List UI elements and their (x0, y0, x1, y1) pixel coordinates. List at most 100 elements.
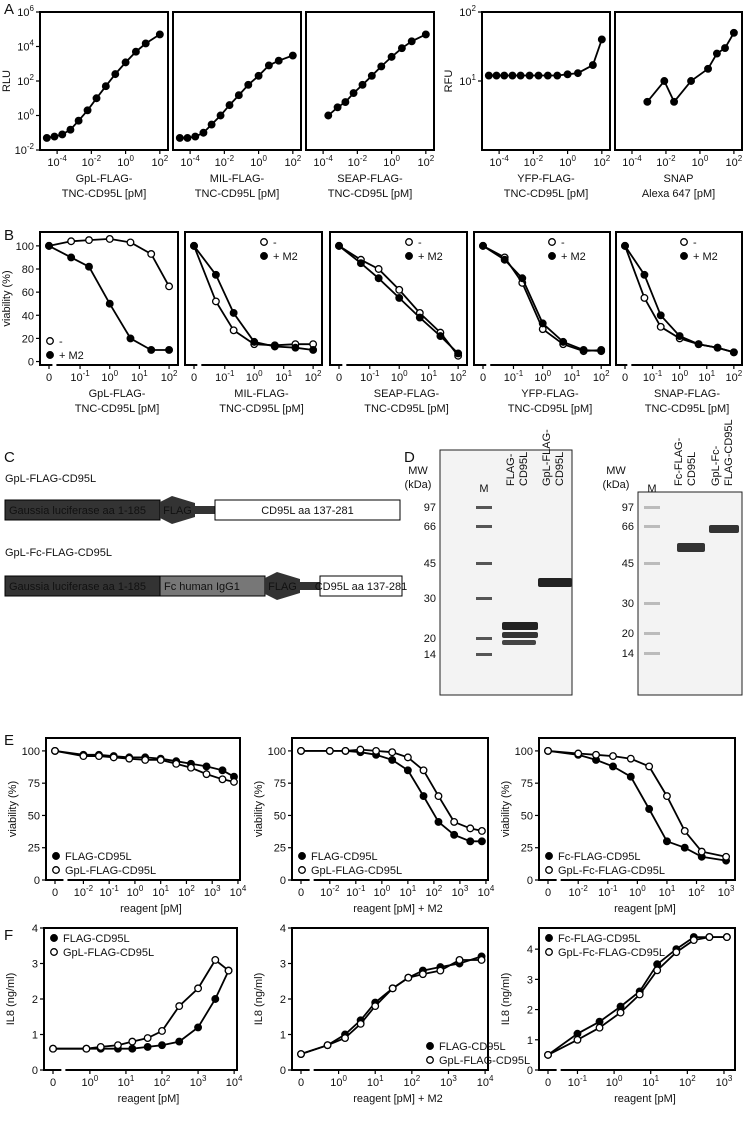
plot-frame (614, 11, 743, 151)
mw-label: 66 (424, 521, 436, 533)
x-tick-label: 10-1 (598, 884, 618, 899)
y-tick-label: 0 (527, 1065, 533, 1077)
series-line (48, 237, 170, 287)
legend-label: + M2 (693, 251, 718, 263)
data-point (94, 752, 103, 761)
y-tick-label: 100 (17, 108, 34, 123)
y-axis-label: viability (%) (1, 270, 13, 326)
x-tick-label: 10-2 (348, 154, 368, 169)
domain-label: Gaussia luciferase aa 1-185 (9, 505, 146, 517)
x-axis-label: MIL-FLAG- (234, 388, 289, 400)
data-point (415, 313, 424, 322)
x-tick-label: 101 (564, 369, 581, 384)
legend-marker (680, 252, 688, 260)
mw-label: 20 (622, 628, 634, 640)
flag-tag (265, 572, 300, 600)
data-point (141, 755, 150, 764)
y-tick-label: 4 (32, 923, 38, 935)
y-tick-label: 100 (268, 746, 286, 758)
data-point (105, 299, 114, 308)
data-point (85, 262, 93, 271)
x-tick-label: 103 (716, 1074, 733, 1089)
data-point (211, 956, 220, 964)
data-point (450, 830, 459, 839)
data-point (407, 37, 416, 46)
ladder-band (644, 506, 660, 509)
data-point (225, 101, 234, 110)
x-tick-label: 101 (698, 369, 715, 384)
x-axis-label: TNC-CD95L [pM] (364, 403, 449, 415)
x-tick-label: 103 (204, 884, 221, 899)
series-line (488, 39, 603, 77)
data-point (216, 111, 225, 120)
linker (300, 582, 320, 590)
x-tick-label: 103 (718, 884, 735, 899)
data-point (574, 749, 583, 758)
ladder-band (644, 652, 660, 655)
series-line (547, 936, 727, 1056)
data-point (573, 1035, 582, 1044)
legend-marker (545, 934, 553, 942)
data-point (125, 754, 134, 763)
data-point (79, 752, 88, 761)
mw-header: MW (606, 465, 626, 477)
domain-label: Fc human IgG1 (164, 581, 240, 593)
x-tick-label: 100 (671, 369, 688, 384)
x-tick-label: 0 (480, 372, 486, 384)
data-point (207, 120, 216, 129)
legend-marker (50, 934, 58, 942)
data-point (573, 69, 582, 78)
data-point (404, 973, 413, 982)
data-point (254, 71, 263, 80)
marker-lane-label: M (647, 483, 656, 495)
data-point (477, 837, 486, 846)
data-point (356, 1019, 365, 1028)
data-point (113, 1041, 122, 1050)
data-point (85, 236, 93, 245)
data-point (516, 71, 525, 80)
ladder-band (476, 653, 492, 656)
x-tick-label: 104 (226, 1074, 243, 1089)
data-point (83, 106, 92, 115)
x-tick-label: 102 (688, 884, 705, 899)
domain-label: Gaussia luciferase aa 1-185 (9, 581, 146, 593)
x-tick-label: 10-2 (74, 884, 94, 899)
data-point (367, 71, 376, 80)
data-point (156, 755, 165, 764)
x-tick-label: 102 (725, 369, 742, 384)
y-tick-label: 2 (280, 994, 286, 1006)
series-line (547, 936, 727, 1056)
data-point (544, 1050, 552, 1059)
protein-band (502, 632, 538, 638)
x-tick-label: 101 (367, 1074, 384, 1089)
legend-label: + M2 (59, 350, 84, 362)
plot-frame (329, 231, 468, 366)
data-point (234, 91, 243, 100)
data-point (291, 343, 300, 352)
data-point (126, 238, 135, 247)
data-point (45, 241, 53, 250)
y-tick-label: 50 (274, 810, 286, 822)
legend-label: + M2 (273, 251, 298, 263)
x-axis-label: TNC-CD95L [pM] (75, 403, 160, 415)
legend-label: - (561, 237, 565, 249)
legend-marker (545, 852, 553, 860)
data-point (175, 1037, 184, 1046)
data-point (165, 346, 174, 354)
y-tick-label: 101 (459, 73, 476, 88)
x-tick-label: 102 (593, 154, 610, 169)
x-axis-label: TNC-CD95L [pM] (504, 188, 589, 200)
data-point (436, 966, 445, 975)
data-point (626, 754, 635, 763)
data-point (705, 933, 714, 942)
y-tick-label: 100 (515, 746, 533, 758)
x-axis-label: SNAP-FLAG- (654, 388, 720, 400)
x-tick-label: 102 (450, 369, 467, 384)
x-tick-label: 100 (534, 369, 551, 384)
legend-marker (46, 351, 54, 359)
data-point (155, 30, 164, 39)
x-tick-label: 101 (642, 1074, 659, 1089)
data-point (388, 755, 397, 764)
x-tick-label: 0 (50, 1077, 56, 1089)
data-point (323, 1041, 332, 1050)
